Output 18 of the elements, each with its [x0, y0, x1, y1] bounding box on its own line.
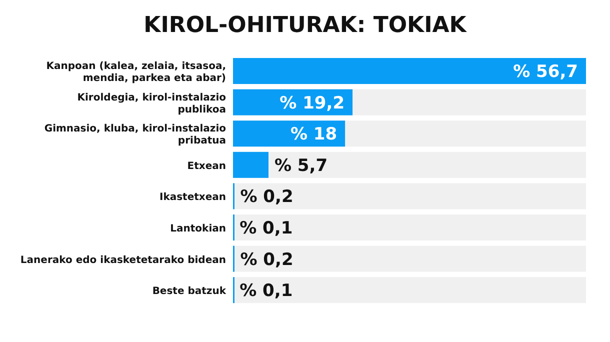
y-tick-label: Beste batzuk: [152, 286, 226, 298]
chart-title: KIROL-OHITURAK: TOKIAK: [144, 13, 468, 38]
data-label: % 5,7: [274, 156, 328, 176]
bar: [233, 152, 268, 178]
data-label: % 0,1: [240, 281, 293, 302]
data-label: % 18: [290, 124, 338, 145]
y-tick-label: Lanerako edo ikasketetarako bidean: [20, 254, 226, 266]
data-label: % 19,2: [280, 93, 345, 114]
y-tick-label: Kanpoan (kalea, zelaia, itsasoa, mendia, parkea eta abar): [46, 61, 226, 84]
y-tick-label: Kiroldegia, kirol-instalazio publikoa: [77, 92, 226, 116]
data-label: % 0,2: [240, 187, 294, 208]
data-label: % 0,2: [240, 250, 294, 270]
y-tick-label: Lantokian: [170, 224, 226, 234]
data-label: % 56,7: [513, 62, 578, 82]
y-tick-label: Ikastetxean: [159, 192, 226, 204]
y-tick-label: Gimnasio, kluba, kirol-instalazio pribatua: [44, 124, 226, 147]
y-tick-label: Etxean: [187, 160, 226, 172]
data-label: % 0,1: [240, 218, 293, 238]
